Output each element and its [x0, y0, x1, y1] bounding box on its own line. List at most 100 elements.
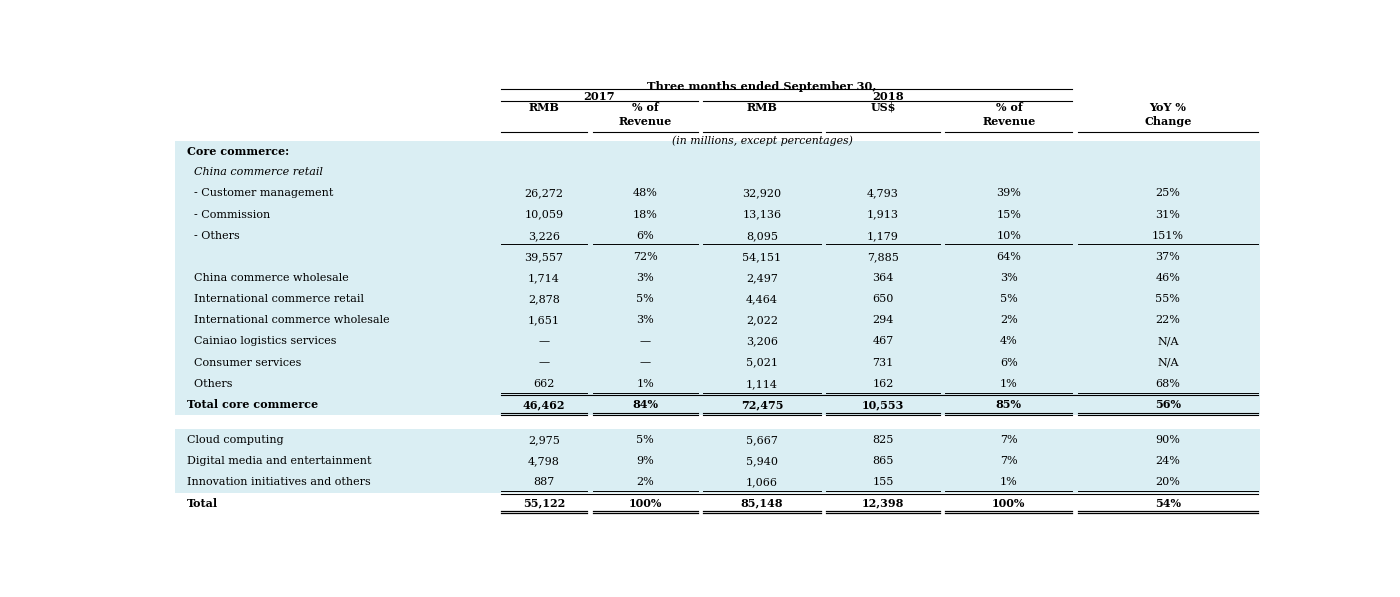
Text: 18%: 18%	[633, 210, 658, 220]
Text: International commerce retail: International commerce retail	[188, 294, 364, 304]
Text: 7,885: 7,885	[867, 252, 899, 262]
Text: RMB: RMB	[528, 102, 560, 113]
Text: 294: 294	[872, 315, 893, 325]
Text: 56%: 56%	[1155, 399, 1180, 410]
Text: 8,095: 8,095	[746, 231, 778, 241]
Text: 6%: 6%	[637, 231, 654, 241]
Text: 13,136: 13,136	[742, 210, 781, 220]
Text: 2,878: 2,878	[528, 294, 560, 304]
Text: 2%: 2%	[637, 477, 654, 487]
Text: —: —	[640, 337, 651, 346]
Text: 46,462: 46,462	[522, 399, 566, 410]
Text: - Customer management: - Customer management	[188, 189, 333, 198]
Text: 10,553: 10,553	[862, 399, 904, 410]
Text: 20%: 20%	[1155, 477, 1180, 487]
Text: 1,913: 1,913	[867, 210, 899, 220]
Text: Total core commerce: Total core commerce	[188, 399, 318, 410]
Text: (in millions, except percentages): (in millions, except percentages)	[672, 135, 853, 146]
Text: 46%: 46%	[1155, 273, 1180, 283]
Text: N/A: N/A	[1156, 337, 1179, 346]
Bar	[175, 267, 1260, 288]
Text: YoY %
Change: YoY % Change	[1144, 102, 1191, 127]
Text: 5,667: 5,667	[746, 435, 778, 445]
Text: 731: 731	[872, 358, 893, 368]
Bar	[175, 493, 1260, 514]
Text: 7%: 7%	[1000, 456, 1018, 466]
Text: N/A: N/A	[1156, 358, 1179, 368]
Text: —: —	[640, 358, 651, 368]
Text: 3,206: 3,206	[746, 337, 778, 346]
Bar	[175, 331, 1260, 352]
Bar	[175, 247, 1260, 267]
Text: 72%: 72%	[633, 252, 658, 262]
Bar	[175, 472, 1260, 493]
Text: 48%: 48%	[633, 189, 658, 198]
Text: 54%: 54%	[1155, 498, 1180, 509]
Text: China commerce retail: China commerce retail	[188, 167, 323, 177]
Text: 9%: 9%	[637, 456, 654, 466]
Text: - Others: - Others	[188, 231, 239, 241]
Text: 31%: 31%	[1155, 210, 1180, 220]
Bar	[175, 204, 1260, 225]
Text: 1,114: 1,114	[746, 378, 778, 389]
Text: 1%: 1%	[1000, 378, 1018, 389]
Text: 2,497: 2,497	[746, 273, 778, 283]
Text: Total: Total	[188, 498, 218, 509]
Text: 3%: 3%	[637, 315, 654, 325]
Text: - Commission: - Commission	[188, 210, 270, 220]
Text: 162: 162	[872, 378, 893, 389]
Bar	[175, 429, 1260, 450]
Text: 2,022: 2,022	[746, 315, 778, 325]
Bar	[175, 416, 1260, 429]
Text: 1,714: 1,714	[528, 273, 560, 283]
Text: Cloud computing: Cloud computing	[188, 435, 284, 445]
Text: 100%: 100%	[993, 498, 1026, 509]
Text: RMB: RMB	[746, 102, 777, 113]
Text: 5%: 5%	[637, 294, 654, 304]
Text: 825: 825	[872, 435, 893, 445]
Bar	[175, 140, 1260, 162]
Text: 151%: 151%	[1152, 231, 1184, 241]
Text: 865: 865	[872, 456, 893, 466]
Bar	[175, 352, 1260, 373]
Text: 72,475: 72,475	[741, 399, 783, 410]
Bar	[175, 395, 1260, 416]
Text: 467: 467	[872, 337, 893, 346]
Text: 5%: 5%	[1000, 294, 1018, 304]
Text: 7%: 7%	[1000, 435, 1018, 445]
Bar	[175, 373, 1260, 395]
Text: Cainiao logistics services: Cainiao logistics services	[188, 337, 336, 346]
Bar	[175, 183, 1260, 204]
Text: —: —	[539, 358, 549, 368]
Text: 10,059: 10,059	[525, 210, 563, 220]
Text: 650: 650	[872, 294, 893, 304]
Text: 662: 662	[533, 378, 554, 389]
Text: 100%: 100%	[629, 498, 662, 509]
Text: 3%: 3%	[1000, 273, 1018, 283]
Text: 54,151: 54,151	[742, 252, 781, 262]
Text: 15%: 15%	[997, 210, 1021, 220]
Bar	[175, 162, 1260, 183]
Text: 39,557: 39,557	[525, 252, 563, 262]
Bar	[175, 310, 1260, 331]
Text: 1%: 1%	[637, 378, 654, 389]
Text: 68%: 68%	[1155, 378, 1180, 389]
Text: —: —	[539, 337, 549, 346]
Text: 39%: 39%	[997, 189, 1021, 198]
Text: 90%: 90%	[1155, 435, 1180, 445]
Text: 2,975: 2,975	[528, 435, 560, 445]
Text: 4,464: 4,464	[746, 294, 778, 304]
Text: 1,179: 1,179	[867, 231, 899, 241]
Bar	[175, 450, 1260, 472]
Text: 10%: 10%	[997, 231, 1021, 241]
Text: 12,398: 12,398	[862, 498, 904, 509]
Text: International commerce wholesale: International commerce wholesale	[188, 315, 389, 325]
Text: 2017: 2017	[584, 91, 615, 102]
Text: 55,122: 55,122	[522, 498, 566, 509]
Text: Digital media and entertainment: Digital media and entertainment	[188, 456, 371, 466]
Text: 3,226: 3,226	[528, 231, 560, 241]
Text: 155: 155	[872, 477, 893, 487]
Text: % of
Revenue: % of Revenue	[619, 102, 672, 127]
Text: Others: Others	[188, 378, 232, 389]
Text: Consumer services: Consumer services	[188, 358, 301, 368]
